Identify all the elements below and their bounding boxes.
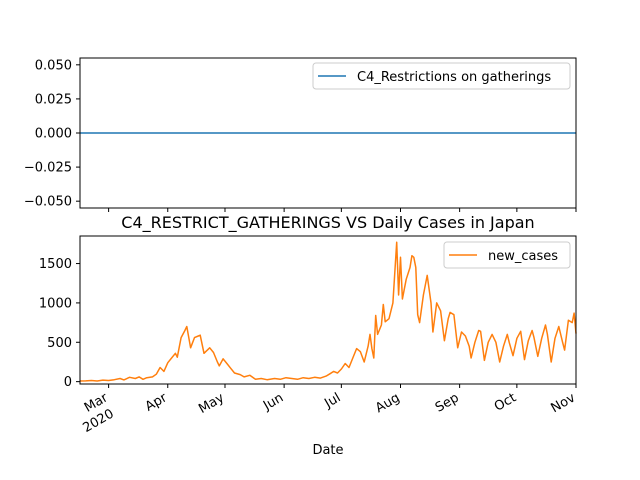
top-chart-panel: −0.050 −0.025 0.000 0.025 0.050 C4_Restricti… [24, 57, 577, 212]
top-x-axis-ticks [108, 208, 577, 212]
x-axis-label: Date [312, 443, 343, 458]
bottom-chart-panel: C4_RESTRICT_GATHERINGS VS Daily Cases in… [39, 213, 578, 458]
bottom-plot-frame [79, 235, 577, 385]
new-cases-series-line [79, 241, 577, 382]
bottom-legend-label: new_cases [488, 249, 558, 264]
top-y-tick-label: 0.050 [35, 58, 72, 73]
top-y-tick-label: −0.025 [24, 161, 72, 176]
top-plot-frame [79, 57, 577, 209]
bottom-y-tick-label: 1000 [39, 296, 72, 311]
bottom-y-tick-label: 1500 [39, 257, 72, 272]
bottom-y-axis-ticks: 0 500 1000 1500 [39, 257, 80, 390]
bottom-x-tick-label: Jul [321, 390, 343, 411]
bottom-y-tick-label: 0 [64, 375, 72, 390]
top-legend: C4_Restrictions on gatherings [312, 62, 571, 90]
chart-title: C4_RESTRICT_GATHERINGS VS Daily Cases in… [121, 213, 534, 233]
bottom-legend: new_cases [443, 241, 571, 269]
top-y-tick-label: −0.050 [24, 195, 72, 210]
top-y-tick-label: 0.000 [35, 127, 72, 142]
top-y-axis-ticks: −0.050 −0.025 0.000 0.025 0.050 [24, 58, 80, 210]
top-legend-box [312, 62, 571, 90]
bottom-legend-box [443, 241, 571, 269]
top-y-tick-label: 0.025 [35, 92, 72, 107]
bottom-y-tick-label: 500 [47, 336, 72, 351]
top-legend-label: C4_Restrictions on gatherings [357, 70, 551, 85]
bottom-series-layer [79, 241, 577, 382]
